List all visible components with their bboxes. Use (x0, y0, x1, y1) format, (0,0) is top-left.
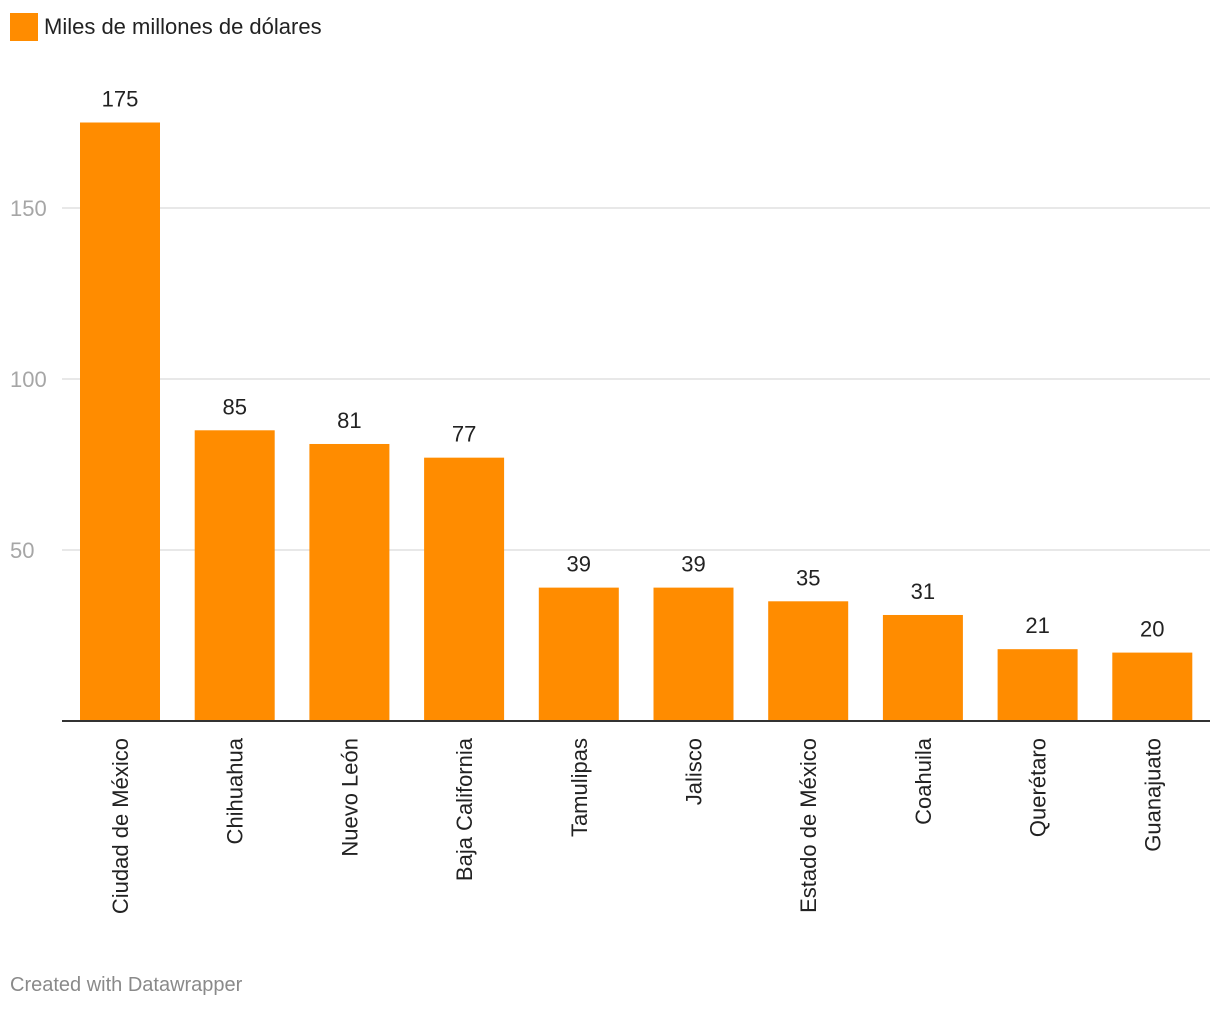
bar (538, 587, 619, 721)
legend-swatch (10, 13, 38, 41)
category-label: Nuevo León (337, 738, 362, 857)
y-tick-label: 50 (10, 538, 34, 563)
value-label: 21 (1025, 613, 1049, 638)
value-label: 20 (1140, 617, 1164, 642)
bar (768, 601, 849, 721)
bar (997, 649, 1078, 721)
y-tick-label: 100 (10, 367, 47, 392)
bar (309, 443, 390, 721)
category-label: Estado de México (796, 738, 821, 913)
value-label: 175 (102, 87, 139, 112)
value-label: 39 (681, 552, 705, 577)
value-label: 35 (796, 565, 820, 590)
legend: Miles de millones de dólares (10, 12, 322, 42)
category-label: Chihuahua (223, 737, 248, 844)
bar (882, 614, 963, 721)
y-tick-label: 150 (10, 196, 47, 221)
category-label: Jalisco (682, 738, 707, 805)
category-label: Querétaro (1026, 738, 1051, 837)
bar (1112, 652, 1193, 721)
category-label: Tamulipas (567, 738, 592, 837)
category-label: Coahuila (911, 737, 936, 825)
footer-credit: Created with Datawrapper (10, 974, 243, 996)
value-label: 77 (452, 422, 476, 447)
category-label: Ciudad de México (108, 738, 133, 914)
value-label: 39 (567, 552, 591, 577)
bar (194, 430, 275, 721)
category-label: Baja California (452, 737, 477, 881)
bar (653, 587, 734, 721)
value-label: 31 (911, 579, 935, 604)
category-label: Guanajuato (1140, 738, 1165, 852)
value-label: 81 (337, 408, 361, 433)
legend-label: Miles de millones de dólares (44, 14, 322, 39)
bar (80, 122, 160, 721)
value-label: 85 (222, 394, 246, 419)
bar (424, 457, 505, 721)
